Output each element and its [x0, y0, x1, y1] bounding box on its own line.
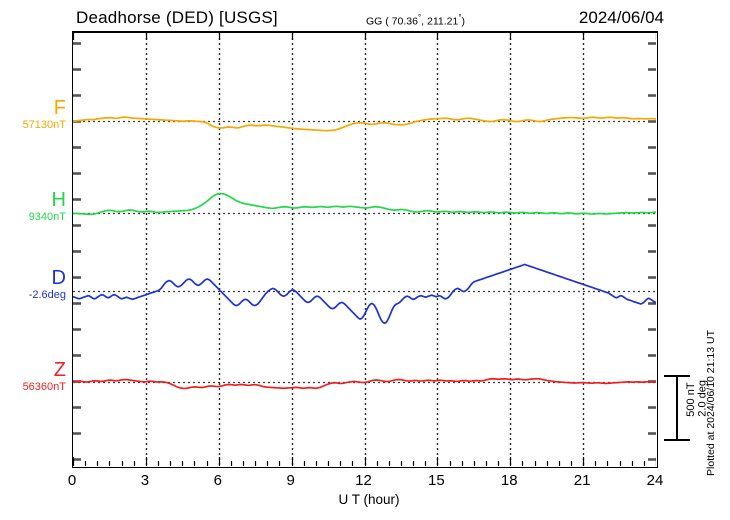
component-label-d: D -2.6deg	[0, 268, 66, 301]
geo-suffix: )	[461, 15, 466, 28]
data-traces	[73, 116, 656, 390]
x-tick-label-18: 18	[500, 472, 518, 489]
degree-symbol-lon: °	[458, 13, 462, 22]
component-letter-d: D	[51, 267, 66, 289]
geo-prefix: GG (	[366, 15, 392, 28]
geo-longitude: 211.21	[427, 15, 459, 28]
x-tick-label-0: 0	[67, 472, 77, 489]
scalebar-cap-bottom	[664, 439, 690, 441]
geographic-coordinates: GG ( 70.36°, 211.21°)	[366, 13, 465, 28]
component-value-f: 57130nT	[22, 119, 66, 131]
component-value-h: 9340nT	[28, 211, 66, 223]
degree-symbol-lat: °	[417, 13, 422, 22]
x-axis-title: U T (hour)	[0, 492, 730, 507]
x-tick-label-21: 21	[573, 472, 591, 489]
x-tick-label-9: 9	[286, 472, 295, 489]
magnetogram-svg	[73, 33, 656, 466]
station-title: Deadhorse (DED) [USGS]	[76, 8, 278, 27]
baseline-lines	[73, 120, 656, 384]
plot-area	[72, 32, 658, 468]
component-letter-f: F	[53, 97, 66, 119]
trace-h	[73, 192, 656, 216]
scalebar-line	[676, 375, 678, 441]
plotted-at-label: Plotted at 2024/06/10 21:13 UT	[705, 330, 717, 476]
geo-separator: ,	[421, 15, 427, 28]
x-tick-label-12: 12	[355, 472, 372, 489]
trace-z	[73, 377, 656, 390]
x-tick-label-6: 6	[213, 472, 222, 489]
date-label: 2024/06/04	[578, 8, 664, 27]
x-tick-label-3: 3	[140, 472, 150, 489]
trace-f	[73, 116, 656, 132]
grid-lines	[145, 33, 585, 466]
component-letter-h: H	[51, 189, 66, 211]
component-value-d: -2.6deg	[28, 289, 66, 301]
component-value-z: 56360nT	[22, 381, 66, 393]
x-tick-label-15: 15	[428, 472, 445, 489]
component-label-h: H 9340nT	[0, 190, 66, 223]
component-letter-z: Z	[53, 359, 66, 381]
component-label-z: Z 56360nT	[0, 360, 66, 393]
geo-latitude: 70.36	[391, 15, 418, 28]
x-axis-title-text: U T (hour)	[338, 492, 400, 507]
trace-d	[73, 263, 656, 325]
x-tick-label-24: 24	[646, 472, 664, 489]
scalebar-nt: 500 nT	[685, 382, 697, 417]
component-label-f: F 57130nT	[0, 98, 66, 131]
axis-ticks	[73, 33, 656, 466]
